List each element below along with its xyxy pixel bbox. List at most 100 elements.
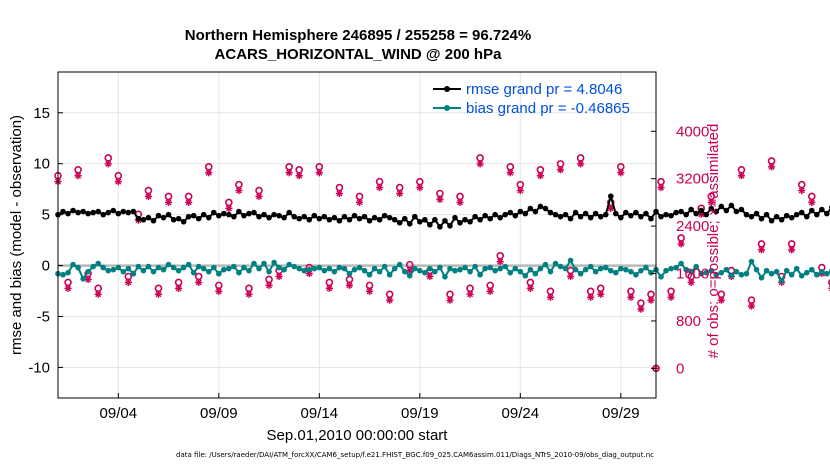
possible-obs-point <box>586 287 595 296</box>
obs-count-markers <box>54 154 830 373</box>
possible-obs-point <box>235 180 243 189</box>
bias-point <box>351 266 358 273</box>
y-right-tick-label: 0 <box>676 360 684 377</box>
bias-point <box>673 264 679 271</box>
bias-point <box>824 270 830 277</box>
bias-point <box>75 264 81 271</box>
possible-obs-point <box>225 198 233 207</box>
asterisk-stroke <box>557 166 564 173</box>
assimilated-obs-point <box>466 290 474 298</box>
asterisk-stroke <box>567 273 574 280</box>
possible-obs-point <box>787 240 796 248</box>
assimilated-obs-point <box>566 272 575 281</box>
rmse-point <box>296 215 303 222</box>
asterisk-stroke <box>688 279 695 286</box>
chart-subtitle: ACARS_HORIZONTAL_WIND @ 200 hPa <box>214 46 502 63</box>
rmse-point <box>517 208 524 215</box>
rmse-point <box>638 213 644 220</box>
legend-swatch-marker <box>444 105 450 111</box>
rmse-point <box>723 207 730 214</box>
possible-obs-point <box>174 278 183 287</box>
possible-obs-point <box>74 166 82 174</box>
assimilated-obs-point <box>587 293 595 301</box>
bias-point <box>768 270 775 277</box>
rmse-point <box>145 214 152 221</box>
assimilated-obs-point <box>516 186 524 195</box>
bias-point <box>738 271 745 278</box>
rmse-point <box>376 216 383 223</box>
assimilated-obs-point <box>64 284 72 292</box>
bias-point <box>125 265 132 272</box>
rmse-point <box>401 215 408 222</box>
bias-point <box>341 265 348 272</box>
assimilated-obs-point <box>275 272 283 281</box>
bias-point <box>90 263 96 270</box>
asterisk-stroke <box>195 279 202 286</box>
rmse-point <box>326 216 333 223</box>
assimilated-obs-point <box>798 186 806 195</box>
assimilated-obs-point <box>114 178 122 186</box>
possible-obs-point <box>506 163 515 171</box>
bias-point <box>582 266 589 273</box>
rmse-point <box>482 212 488 219</box>
possible-obs-point <box>576 154 585 162</box>
y-tick-label: 5 <box>42 207 50 224</box>
rmse-point <box>130 208 137 215</box>
bias-point <box>482 265 488 272</box>
rmse-point <box>663 211 669 218</box>
bias-point <box>743 270 750 277</box>
possible-obs-point <box>144 186 153 195</box>
bias-point <box>361 267 368 274</box>
bias-point <box>452 267 458 274</box>
rmse-point <box>90 209 96 216</box>
rmse-point <box>773 213 780 220</box>
bias-point <box>753 266 760 273</box>
possible-obs-point <box>657 177 665 186</box>
rmse-point <box>190 212 197 219</box>
bias-point <box>708 267 715 274</box>
possible-obs-point <box>64 278 72 287</box>
possible-obs-point <box>797 180 806 189</box>
possible-obs-point <box>476 154 484 162</box>
bias-point <box>783 267 790 274</box>
bias-series <box>55 257 830 284</box>
rmse-point <box>492 211 498 218</box>
rmse-point <box>251 209 257 216</box>
bias-point <box>723 266 730 273</box>
bias-point <box>668 265 674 272</box>
rmse-point <box>160 214 167 221</box>
possible-obs-point <box>446 290 454 299</box>
bias-point <box>633 271 639 278</box>
bias-point <box>527 266 534 273</box>
rmse-point <box>824 210 830 217</box>
rmse-point <box>587 214 594 221</box>
assimilated-obs-point <box>456 198 464 206</box>
assimilated-obs-point <box>295 172 303 180</box>
rmse-point <box>391 216 398 223</box>
asterisk-stroke <box>175 285 182 292</box>
rmse-point <box>120 208 127 215</box>
bias-point <box>231 263 237 270</box>
asterisk-stroke <box>165 199 172 206</box>
bias-point <box>321 267 328 274</box>
assimilated-obs-point <box>486 287 494 295</box>
possible-obs-point <box>456 192 464 201</box>
possible-obs-point <box>355 192 364 201</box>
rmse-point <box>266 214 272 221</box>
bias-point <box>376 268 383 275</box>
asterisk-stroke <box>376 184 383 191</box>
bias-point <box>638 267 644 274</box>
asterisk-stroke <box>637 306 644 313</box>
rmse-point <box>567 215 574 222</box>
rmse-point <box>60 208 66 215</box>
rmse-point <box>95 208 102 215</box>
possible-obs-point <box>164 192 173 201</box>
rmse-point <box>286 209 292 216</box>
assimilated-obs-point <box>396 189 404 198</box>
rmse-point <box>336 217 343 224</box>
rmse-point <box>612 210 619 217</box>
asterisk-stroke <box>527 285 534 292</box>
bias-point <box>200 265 207 272</box>
rmse-point <box>753 210 760 217</box>
